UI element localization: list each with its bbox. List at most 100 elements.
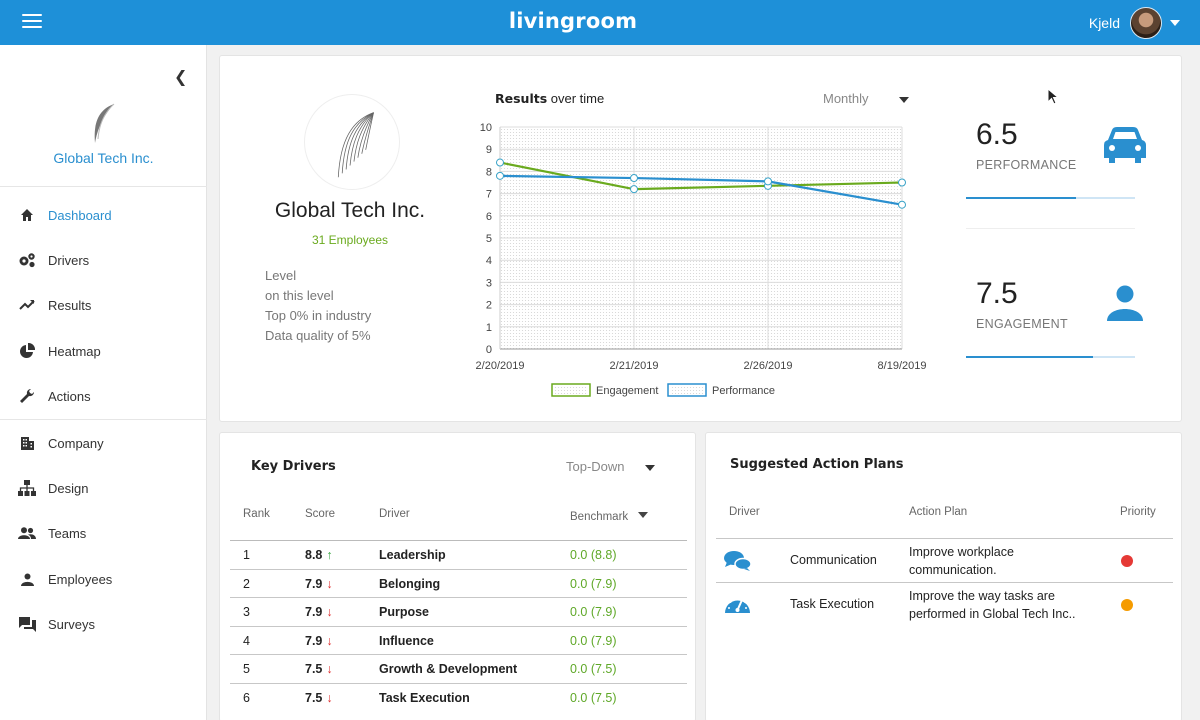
action-driver: Communication xyxy=(790,553,877,567)
col-priority: Priority xyxy=(1120,506,1156,518)
score-cell: 7.5 ↓ xyxy=(305,662,333,676)
score-cell: 7.9 ↓ xyxy=(305,576,333,591)
x-tick-label: 2/21/2019 xyxy=(610,360,659,372)
table-row[interactable]: Task Execution Improve the way tasks are… xyxy=(716,582,1173,626)
sidebar-item-company[interactable]: Company xyxy=(0,423,207,463)
table-row[interactable]: 1 8.8 ↑ Leadership 0.0 (8.8) xyxy=(230,540,687,568)
sidebar-item-label: Design xyxy=(48,480,89,496)
legend-swatch-fill xyxy=(554,386,588,394)
divider xyxy=(0,186,207,187)
y-tick-label: 9 xyxy=(486,144,492,156)
score-cell: 7.5 ↓ xyxy=(305,690,333,705)
y-tick-label: 5 xyxy=(486,233,492,245)
y-tick-label: 0 xyxy=(486,344,492,356)
user-name[interactable]: Kjeld xyxy=(1088,15,1120,31)
sidebar-item-label: Employees xyxy=(48,571,113,587)
priority-indicator xyxy=(1121,599,1133,611)
sidebar-item-heatmap[interactable]: Heatmap xyxy=(0,331,207,371)
sidebar-item-employees[interactable]: Employees xyxy=(0,559,207,599)
person-icon xyxy=(18,570,36,588)
col-score[interactable]: Score xyxy=(305,508,336,520)
top-bar: livingroom Kjeld xyxy=(0,0,1200,45)
company-logo-icon xyxy=(304,94,400,190)
y-tick-label: 10 xyxy=(480,122,492,134)
sort-dropdown[interactable]: Top-Down xyxy=(566,459,655,474)
driver-cell[interactable]: Leadership xyxy=(379,548,446,562)
engagement-bar xyxy=(966,356,1135,358)
results-chart: 0 1 2 3 4 5 6 7 8 9 10 2/20/2019 2/21/2019 2/26/2019 8… xyxy=(476,122,927,397)
action-plan: Improve the way tasks are performed in Gl… xyxy=(909,589,1076,621)
sidebar-item-teams[interactable]: Teams xyxy=(0,513,207,553)
company-name: Global Tech Inc. xyxy=(274,199,426,222)
y-tick-label: 6 xyxy=(486,211,492,223)
sidebar-item-label: Heatmap xyxy=(48,343,101,359)
avatar[interactable] xyxy=(1130,7,1162,39)
series-line-engagement xyxy=(499,161,903,191)
arrow-down-icon: ↓ xyxy=(326,605,333,619)
menu-icon[interactable] xyxy=(22,14,42,30)
series-line-performance xyxy=(499,174,903,206)
table-row[interactable]: 6 7.5 ↓ Task Execution 0.0 (7.5) xyxy=(230,682,687,711)
chevron-down-icon xyxy=(638,512,649,518)
engagement-score: 7.5 xyxy=(976,277,1018,310)
x-tick-label: 2/26/2019 xyxy=(744,360,793,372)
arrow-down-icon: ↓ xyxy=(326,576,333,591)
data-point xyxy=(764,177,772,186)
key-drivers-title: Key Drivers xyxy=(251,459,336,474)
y-tick-label: 2 xyxy=(486,300,492,312)
collapse-sidebar-icon[interactable]: ❮ xyxy=(174,69,188,86)
sidebar-item-label: Teams xyxy=(48,525,87,541)
table-row[interactable]: Communication Improve workplace communica… xyxy=(716,538,1173,582)
arrow-down-icon: ↓ xyxy=(326,662,333,676)
sidebar-item-actions[interactable]: Actions xyxy=(0,376,207,416)
company-stats: Level on this level Top 0% in industry D… xyxy=(265,266,371,346)
chevron-down-icon[interactable] xyxy=(1170,20,1180,26)
y-tick-label: 8 xyxy=(486,166,492,178)
sidebar-item-surveys[interactable]: Surveys xyxy=(0,604,207,644)
trend-icon xyxy=(18,296,36,314)
chat-bubbles-icon xyxy=(724,551,751,571)
sidebar-item-label: Actions xyxy=(48,388,91,404)
col-action-plan: Action Plan xyxy=(909,506,968,518)
col-rank[interactable]: Rank xyxy=(243,508,270,520)
driver-cell[interactable]: Task Execution xyxy=(379,690,470,705)
action-plan: Improve workplace communication. xyxy=(909,545,1014,577)
table-row[interactable]: 4 7.9 ↓ Influence 0.0 (7.9) xyxy=(230,625,687,654)
rank-cell: 4 xyxy=(243,633,250,648)
overview-card: Global Tech Inc. 31 Employees Level on t… xyxy=(219,55,1182,422)
driver-cell[interactable]: Purpose xyxy=(379,605,430,619)
table-row[interactable]: 2 7.9 ↓ Belonging 0.0 (7.9) xyxy=(230,568,687,597)
data-point xyxy=(496,158,504,167)
stat-on-level: on this level xyxy=(265,288,334,303)
table-row[interactable]: 3 7.9 ↓ Purpose 0.0 (7.9) xyxy=(230,597,687,625)
arrow-up-icon: ↑ xyxy=(326,548,333,562)
score-cell: 7.9 ↓ xyxy=(305,633,333,648)
y-tick-label: 7 xyxy=(486,189,492,201)
sidebar-item-design[interactable]: Design xyxy=(0,468,207,508)
employee-count[interactable]: 31 Employees xyxy=(311,233,389,247)
legend-label: Performance xyxy=(712,385,775,397)
mouse-cursor-icon xyxy=(1047,88,1059,105)
col-benchmark[interactable]: Benchmark xyxy=(570,511,649,523)
sidebar-item-label: Company xyxy=(48,435,104,451)
period-dropdown[interactable]: Monthly xyxy=(823,91,909,106)
driver-cell[interactable]: Influence xyxy=(379,633,434,648)
data-point xyxy=(630,185,638,194)
table-row[interactable]: 5 7.5 ↓ Growth & Development 0.0 (7.5) xyxy=(230,654,687,682)
driver-cell[interactable]: Belonging xyxy=(379,576,441,591)
sidebar-item-label: Dashboard xyxy=(48,207,112,223)
arrow-down-icon: ↓ xyxy=(326,690,333,705)
x-tick-label: 2/20/2019 xyxy=(476,360,525,372)
col-driver[interactable]: Driver xyxy=(379,508,410,520)
wrench-icon xyxy=(18,387,36,405)
driver-cell[interactable]: Growth & Development xyxy=(379,662,518,676)
performance-bar xyxy=(966,197,1135,199)
sidebar-item-drivers[interactable]: Drivers xyxy=(0,240,207,280)
sidebar-company-name[interactable]: Global Tech Inc. xyxy=(53,150,154,166)
y-tick-label: 4 xyxy=(486,255,492,267)
sidebar-item-dashboard[interactable]: Dashboard xyxy=(0,195,207,235)
key-drivers-card: Key Drivers Top-Down Rank Score Driver B… xyxy=(219,432,696,720)
y-tick-label: 1 xyxy=(486,322,492,334)
action-driver: Task Execution xyxy=(790,597,875,611)
sidebar-item-results[interactable]: Results xyxy=(0,285,207,325)
